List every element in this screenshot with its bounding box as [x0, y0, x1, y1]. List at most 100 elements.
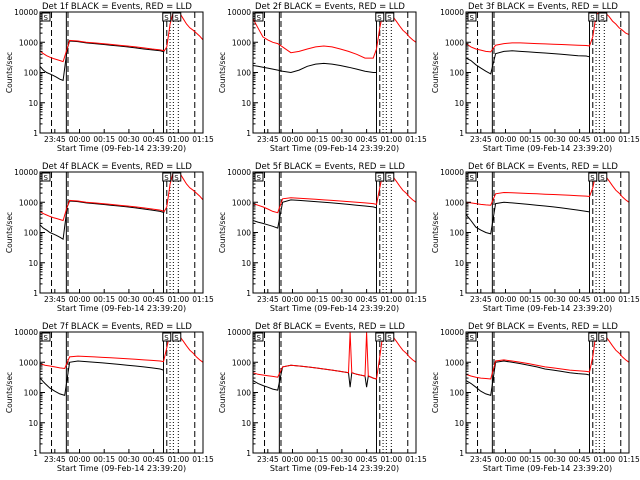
events-series-line — [466, 201, 590, 235]
y-tick-label: 10000 — [440, 8, 464, 17]
x-tick-label: 00:30 — [331, 135, 353, 144]
x-tick-label: 00:15 — [519, 135, 541, 144]
saa-box — [162, 172, 172, 182]
x-axis-label: Start Time (09-Feb-14 23:39:20) — [57, 144, 186, 153]
x-tick-label: 00:45 — [143, 455, 165, 464]
y-tick-label: 1000 — [445, 198, 464, 207]
x-tick-label: 01:15 — [618, 455, 640, 464]
y-tick-label: 10 — [28, 419, 38, 428]
y-axis-label: Counts/sec — [431, 212, 440, 253]
saa-box — [172, 172, 182, 182]
x-tick-label: 00:15 — [93, 295, 115, 304]
y-tick-label: 10 — [241, 99, 251, 108]
x-tick-label: 00:45 — [569, 295, 591, 304]
y-tick-label: 10 — [241, 419, 251, 428]
saa-box-label: S — [44, 174, 49, 182]
y-tick-label: 1000 — [232, 358, 251, 367]
chart-title: Det 1f BLACK = Events, RED = LLD — [42, 2, 192, 12]
y-tick-label: 10 — [454, 99, 464, 108]
x-axis-label: Start Time (09-Feb-14 23:39:20) — [483, 464, 612, 473]
x-axis-label: Start Time (09-Feb-14 23:39:20) — [57, 464, 186, 473]
x-tick-label: 00:00 — [495, 135, 517, 144]
saa-box-label: S — [164, 334, 169, 342]
lld-series-line — [40, 172, 203, 222]
saa-box — [162, 12, 172, 22]
x-tick-label: 01:00 — [167, 135, 189, 144]
y-tick-label: 100 — [237, 389, 252, 398]
saa-box-label: S — [257, 174, 262, 182]
x-tick-label: 00:45 — [356, 135, 378, 144]
x-tick-label: 00:45 — [143, 135, 165, 144]
saa-box-label: S — [257, 334, 262, 342]
x-tick-label: 00:30 — [544, 135, 566, 144]
saa-box-label: S — [387, 14, 392, 22]
saa-box-label: S — [470, 334, 475, 342]
x-tick-label: 00:15 — [306, 135, 328, 144]
events-series-line — [40, 360, 164, 397]
y-axis-label: Counts/sec — [218, 372, 227, 413]
events-series-line — [253, 199, 377, 229]
saa-box-label: S — [470, 174, 475, 182]
y-tick-label: 100 — [24, 389, 39, 398]
x-tick-label: 00:30 — [331, 295, 353, 304]
y-tick-label: 100 — [237, 229, 252, 238]
y-tick-label: 10 — [28, 259, 38, 268]
lld-series-line — [253, 172, 416, 214]
chart-title: Det 3f BLACK = Events, RED = LLD — [468, 2, 618, 12]
x-tick-label: 00:15 — [93, 455, 115, 464]
x-tick-label: 01:15 — [192, 295, 214, 304]
x-tick-label: 01:15 — [405, 135, 427, 144]
x-tick-label: 01:15 — [192, 455, 214, 464]
saa-box-label: S — [44, 14, 49, 22]
y-tick-label: 100 — [450, 389, 465, 398]
y-axis-label: Counts/sec — [5, 52, 14, 93]
x-tick-label: 00:00 — [69, 455, 91, 464]
lld-series-line — [253, 12, 416, 59]
x-tick-label: 00:30 — [544, 455, 566, 464]
y-tick-label: 10000 — [227, 328, 251, 337]
chart-title: Det 2f BLACK = Events, RED = LLD — [255, 2, 405, 12]
x-tick-label: 00:30 — [118, 295, 140, 304]
lld-series-line — [253, 332, 416, 380]
y-tick-label: 100 — [237, 69, 252, 78]
x-tick-label: 00:45 — [356, 455, 378, 464]
saa-box — [588, 172, 598, 182]
saa-box-label: S — [600, 334, 605, 342]
x-tick-label: 23:45 — [257, 455, 279, 464]
x-axis-label: Start Time (09-Feb-14 23:39:20) — [57, 304, 186, 313]
events-series-line — [40, 40, 165, 82]
saa-box — [598, 12, 608, 22]
x-tick-label: 01:15 — [405, 455, 427, 464]
saa-box — [375, 332, 385, 342]
y-tick-label: 10 — [454, 259, 464, 268]
y-tick-label: 1 — [459, 129, 464, 138]
y-tick-label: 10 — [28, 99, 38, 108]
y-tick-label: 10000 — [440, 168, 464, 177]
saa-box-label: S — [174, 174, 179, 182]
saa-box — [598, 172, 608, 182]
x-tick-label: 01:00 — [593, 455, 615, 464]
y-tick-label: 10000 — [14, 328, 38, 337]
y-tick-label: 100 — [24, 69, 39, 78]
x-tick-label: 00:15 — [306, 455, 328, 464]
saa-box — [588, 332, 598, 342]
y-tick-label: 1 — [33, 129, 38, 138]
x-axis-label: Start Time (09-Feb-14 23:39:20) — [483, 304, 612, 313]
x-tick-label: 01:15 — [618, 135, 640, 144]
x-tick-label: 00:00 — [69, 295, 91, 304]
x-tick-label: 00:00 — [282, 135, 304, 144]
y-tick-label: 1 — [459, 289, 464, 298]
x-tick-label: 01:15 — [405, 295, 427, 304]
x-tick-label: 23:45 — [470, 295, 492, 304]
saa-box-label: S — [600, 14, 605, 22]
x-tick-label: 00:30 — [118, 455, 140, 464]
y-tick-label: 1000 — [232, 198, 251, 207]
saa-box-label: S — [590, 14, 595, 22]
x-tick-label: 01:00 — [380, 455, 402, 464]
x-tick-label: 01:00 — [593, 135, 615, 144]
x-tick-label: 00:45 — [569, 455, 591, 464]
